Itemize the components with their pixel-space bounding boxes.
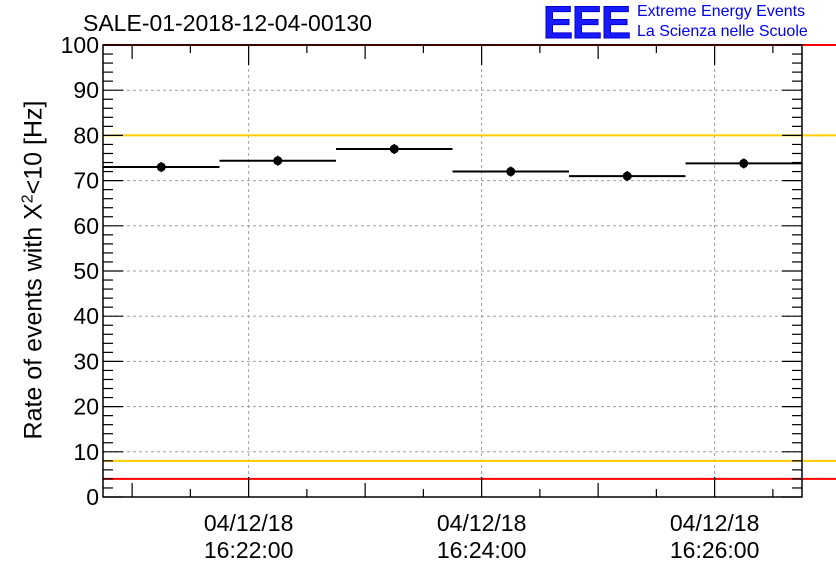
y-axis-label: Rate of events with X2<10 [Hz] xyxy=(19,101,48,440)
y-axis-label-sup: 2 xyxy=(19,194,37,204)
y-tick-label: 100 xyxy=(61,32,99,58)
x-tick-label-date: 04/12/18 xyxy=(437,510,527,536)
logo-text-line2: La Scienza nelle Scuole xyxy=(637,23,808,40)
y-axis-label-prefix: Rate of events with X xyxy=(19,203,48,440)
axis-layer: 010203040506070809010004/12/1816:22:0004… xyxy=(61,32,803,563)
x-tick-label-time: 16:26:00 xyxy=(670,537,760,563)
y-tick-label: 80 xyxy=(73,122,99,148)
x-tick-label-time: 16:22:00 xyxy=(204,537,294,563)
y-tick-label: 20 xyxy=(73,394,99,420)
eee-logo-mark: EEE xyxy=(542,0,631,48)
y-tick-label: 30 xyxy=(73,348,99,374)
x-tick-label-time: 16:24:00 xyxy=(437,537,527,563)
logo-text-line1: Extreme Energy Events xyxy=(637,3,806,20)
reference-lines xyxy=(103,44,836,480)
y-tick-label: 70 xyxy=(73,168,99,194)
y-tick-label: 50 xyxy=(73,258,99,284)
y-axis-label-suffix: <10 [Hz] xyxy=(19,100,48,195)
y-tick-label: 10 xyxy=(73,439,99,465)
x-tick-label-date: 04/12/18 xyxy=(670,510,760,536)
y-tick-label: 0 xyxy=(86,484,99,510)
grid-layer xyxy=(103,44,802,498)
y-tick-label: 90 xyxy=(73,77,99,103)
data-layer xyxy=(103,143,802,182)
y-tick-label: 40 xyxy=(73,303,99,329)
x-tick-label-date: 04/12/18 xyxy=(204,510,294,536)
chart-title: SALE-01-2018-12-04-00130 xyxy=(83,10,372,36)
y-tick-label: 60 xyxy=(73,213,99,239)
